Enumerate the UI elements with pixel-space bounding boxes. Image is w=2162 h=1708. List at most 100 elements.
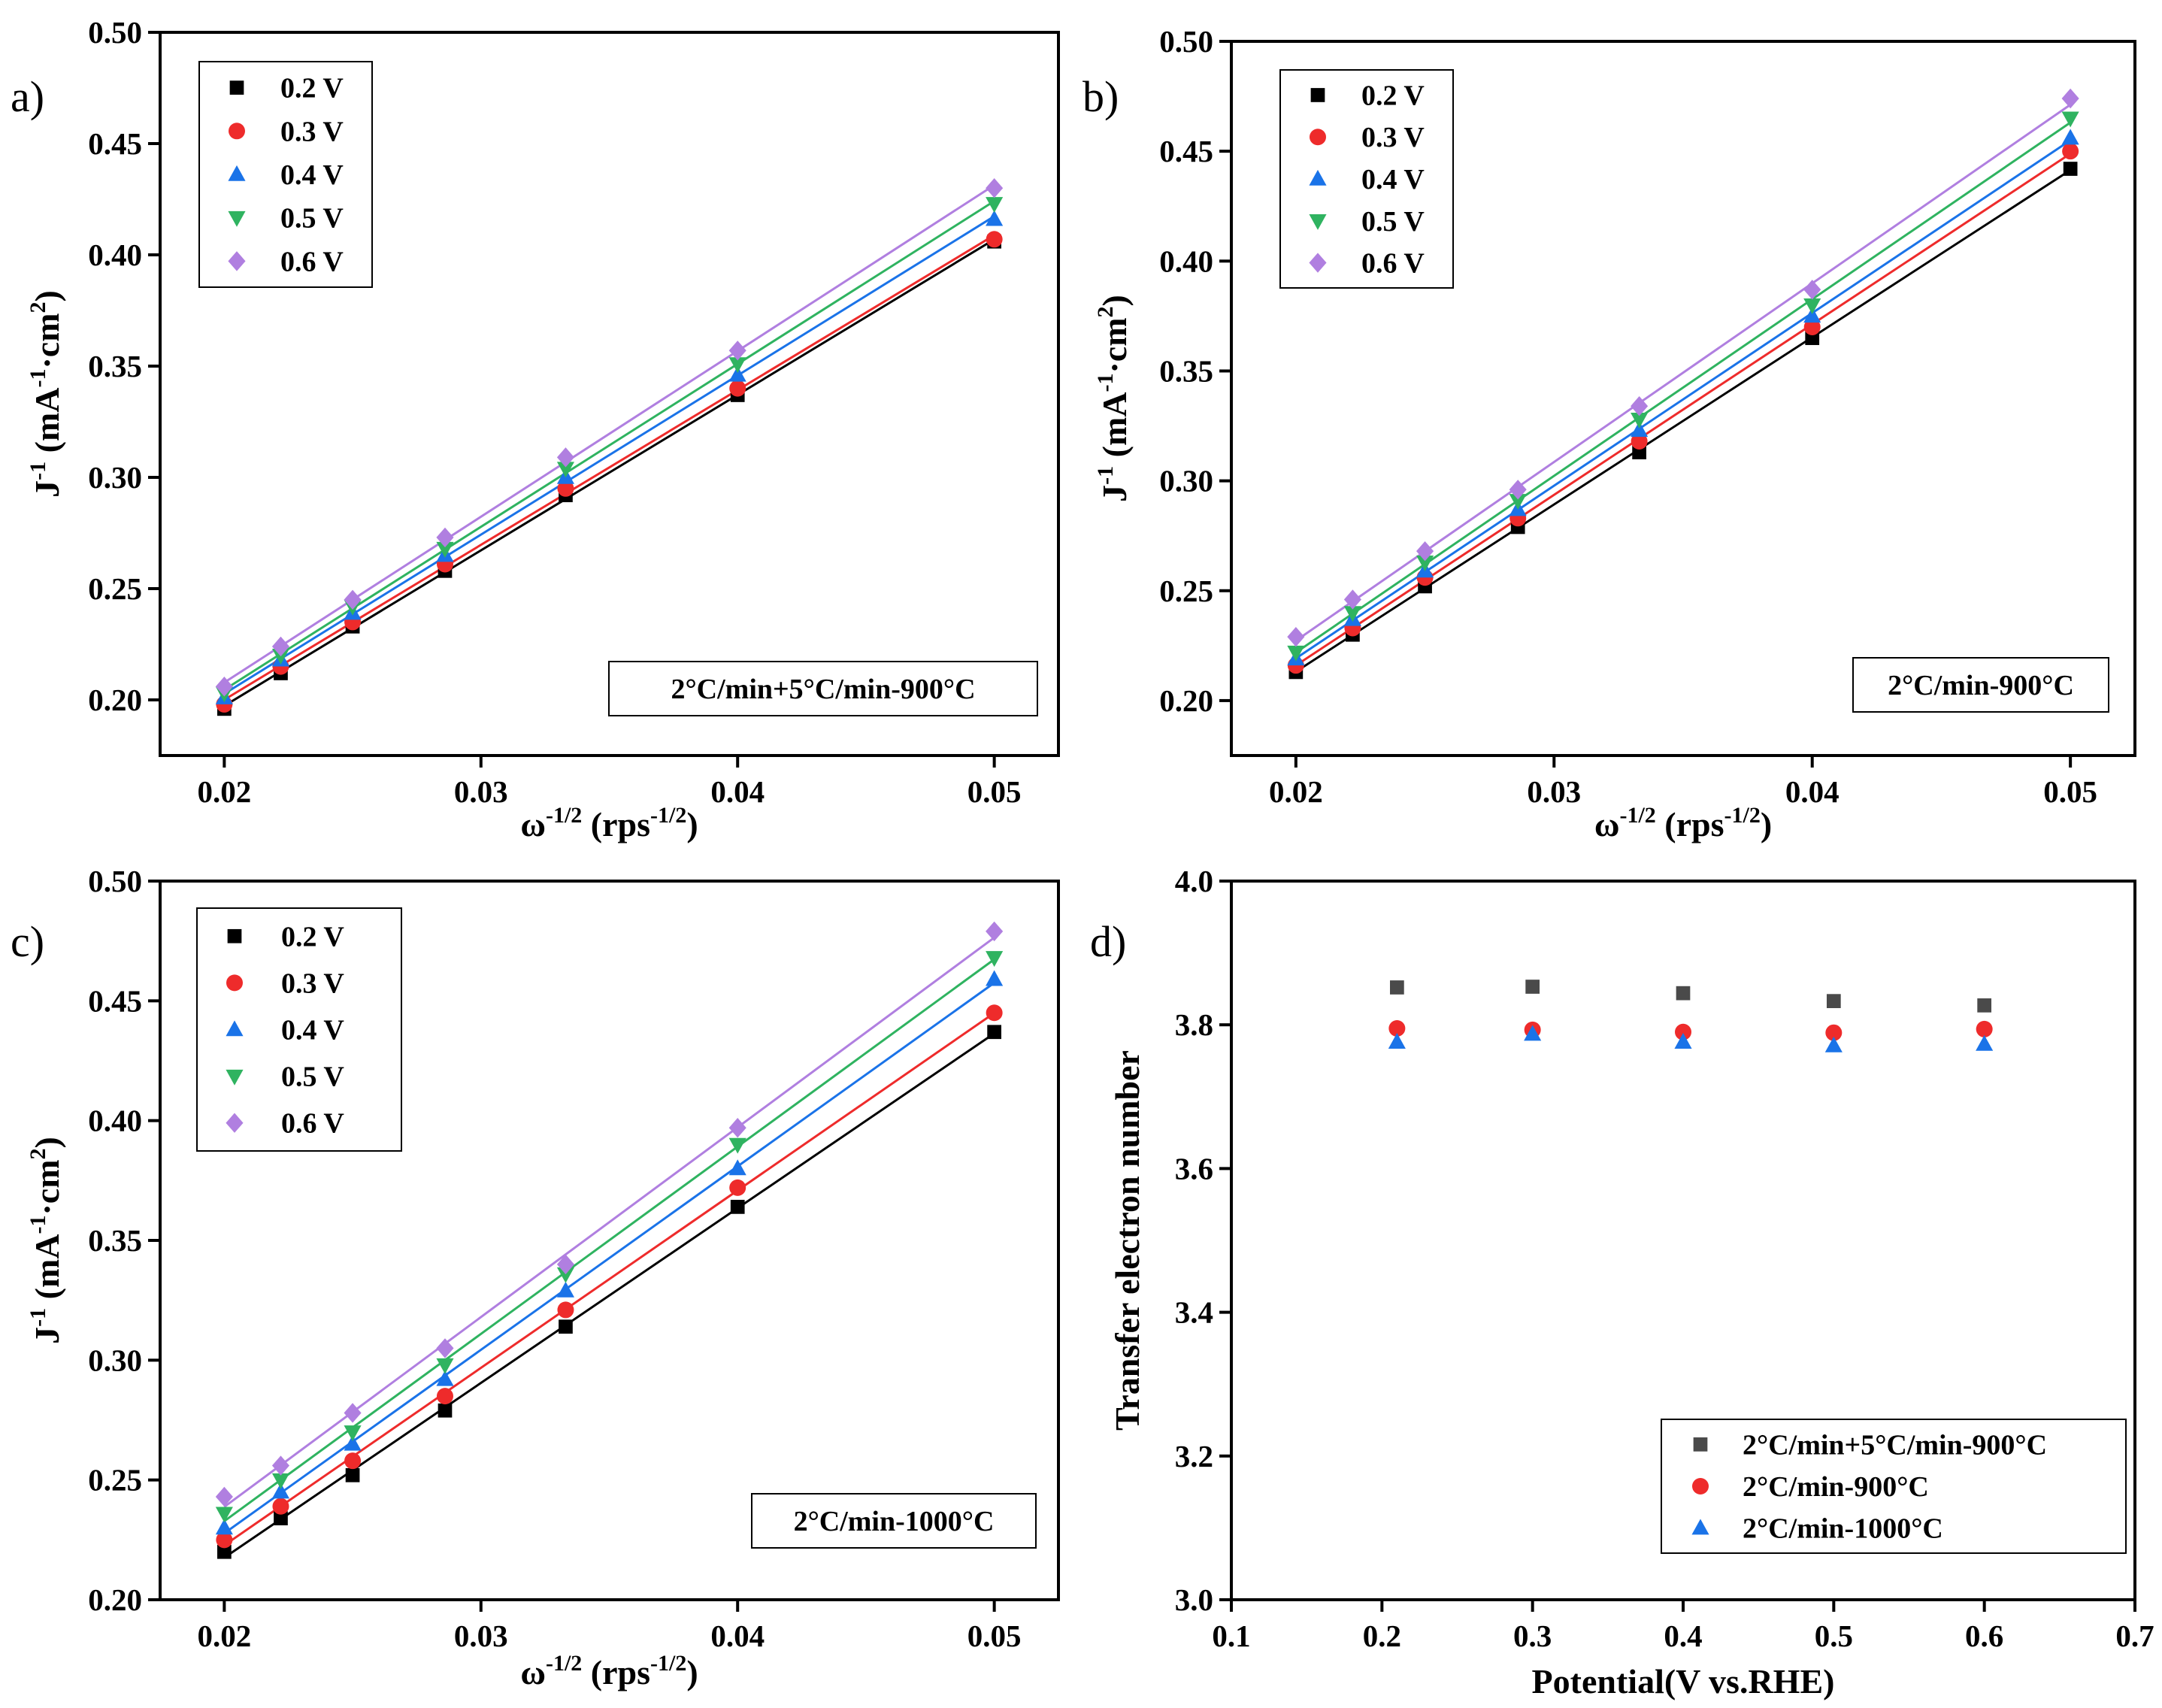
legend-label: 0.6 V <box>280 246 344 277</box>
y-tick-label: 0.40 <box>88 1104 142 1138</box>
plot-frame <box>1230 40 2136 757</box>
data-point <box>271 636 290 657</box>
data-point <box>728 1118 746 1138</box>
data-point <box>345 1467 360 1482</box>
data-point <box>215 677 233 697</box>
data-point <box>1675 1023 1691 1040</box>
data-point <box>1631 433 1648 450</box>
y-tick-label: 0.30 <box>1159 464 1213 498</box>
data-point <box>271 1482 290 1499</box>
y-tick-label: 0.25 <box>88 1463 142 1498</box>
data-point <box>436 1388 453 1405</box>
y-tick-label: 0.35 <box>88 349 142 383</box>
x-tick-label: 0.1 <box>1212 1619 1250 1653</box>
data-point <box>1824 1036 1843 1052</box>
panel-label: c) <box>11 917 44 966</box>
x-axis-title: ω-1/2 (rps-1/2) <box>520 803 698 843</box>
data-point <box>2061 111 2079 128</box>
condition-label: 2°C/min-900°C <box>1888 670 2074 701</box>
data-point <box>728 1159 746 1176</box>
data-point <box>986 1004 1003 1022</box>
x-tick-label: 0.02 <box>1269 774 1323 809</box>
data-point <box>215 1507 233 1523</box>
condition-label: 2°C/min-1000°C <box>794 1506 995 1537</box>
legend-marker <box>226 1069 244 1086</box>
condition-label-box <box>751 1493 1037 1549</box>
legend-label: 0.2 V <box>281 921 344 952</box>
data-point <box>274 1511 288 1526</box>
data-point <box>730 1200 745 1214</box>
data-point <box>1803 298 1821 314</box>
y-tick-label: 0.20 <box>88 1582 142 1617</box>
y-tick-label: 0.35 <box>1159 353 1213 388</box>
data-point <box>2062 143 2079 160</box>
data-point <box>557 1301 574 1319</box>
data-point <box>271 649 290 665</box>
y-tick-label: 3.0 <box>1175 1582 1213 1617</box>
data-point <box>556 1267 575 1283</box>
condition-label-box <box>1852 657 2109 713</box>
data-point <box>216 1531 233 1549</box>
x-tick-label: 0.3 <box>1513 1619 1552 1653</box>
legend-marker <box>1309 214 1327 230</box>
data-point <box>728 365 746 382</box>
data-point <box>1343 589 1361 610</box>
y-tick-label: 0.30 <box>88 460 142 495</box>
data-point <box>1826 994 1841 1009</box>
y-tick-label: 0.40 <box>1159 244 1213 278</box>
y-tick-label: 0.35 <box>88 1223 142 1258</box>
data-point <box>556 1281 575 1298</box>
y-axis-title: J-1 (mA-1·cm2) <box>26 290 66 498</box>
plot-frame <box>159 31 1060 757</box>
data-point <box>1803 307 1821 323</box>
data-point <box>344 1403 362 1423</box>
y-tick-label: 0.45 <box>1159 134 1213 168</box>
x-tick-label: 0.03 <box>1527 774 1581 809</box>
data-point <box>1977 998 1992 1013</box>
data-point <box>559 1319 573 1334</box>
data-point <box>215 1519 233 1535</box>
data-point <box>1287 645 1305 662</box>
y-tick-label: 3.4 <box>1175 1295 1213 1330</box>
y-tick-label: 0.30 <box>88 1343 142 1377</box>
y-tick-label: 3.6 <box>1175 1151 1213 1186</box>
legend-label: 0.5 V <box>1361 206 1425 238</box>
data-point <box>1803 280 1821 300</box>
data-point <box>344 589 362 610</box>
panel-label: b) <box>1083 72 1119 121</box>
data-point <box>272 1498 289 1515</box>
data-point <box>1976 1034 1994 1051</box>
legend-marker <box>226 1113 244 1133</box>
legend-marker <box>1693 1437 1708 1452</box>
x-axis-title: Potential(V vs.RHE) <box>1532 1662 1835 1700</box>
data-point <box>728 1137 746 1154</box>
data-point <box>436 1358 454 1374</box>
chart-panel-c: c) 0.20 0.25 0.30 0.35 0.40 0.45 0.50 0.02 0.03 0.… <box>11 864 1060 1691</box>
data-point <box>217 1544 232 1559</box>
legend-marker <box>228 210 246 227</box>
data-point <box>344 1434 362 1451</box>
y-tick-label: 0.20 <box>88 683 142 717</box>
legend-label: 0.2 V <box>1361 80 1425 111</box>
legend-label: 0.3 V <box>281 968 344 999</box>
legend-marker <box>229 123 245 140</box>
x-tick-label: 0.04 <box>710 774 765 809</box>
legend-label: 0.5 V <box>281 1061 344 1093</box>
y-tick-label: 0.25 <box>1159 574 1213 608</box>
data-point <box>1509 494 1527 510</box>
data-point <box>556 1254 575 1275</box>
legend-label: 0.5 V <box>280 203 344 235</box>
data-point <box>986 210 1004 226</box>
data-point <box>1388 1033 1406 1049</box>
x-tick-label: 0.02 <box>197 774 251 809</box>
data-point <box>344 1425 362 1442</box>
legend-marker <box>227 928 242 943</box>
data-point <box>557 480 574 497</box>
data-point <box>987 1025 1001 1040</box>
data-point <box>438 1403 453 1418</box>
legend-label: 2°C/min-900°C <box>1743 1471 1929 1503</box>
data-point <box>729 380 746 397</box>
condition-label-box <box>608 661 1038 716</box>
fit-line <box>223 234 995 701</box>
data-point <box>1825 1024 1843 1041</box>
